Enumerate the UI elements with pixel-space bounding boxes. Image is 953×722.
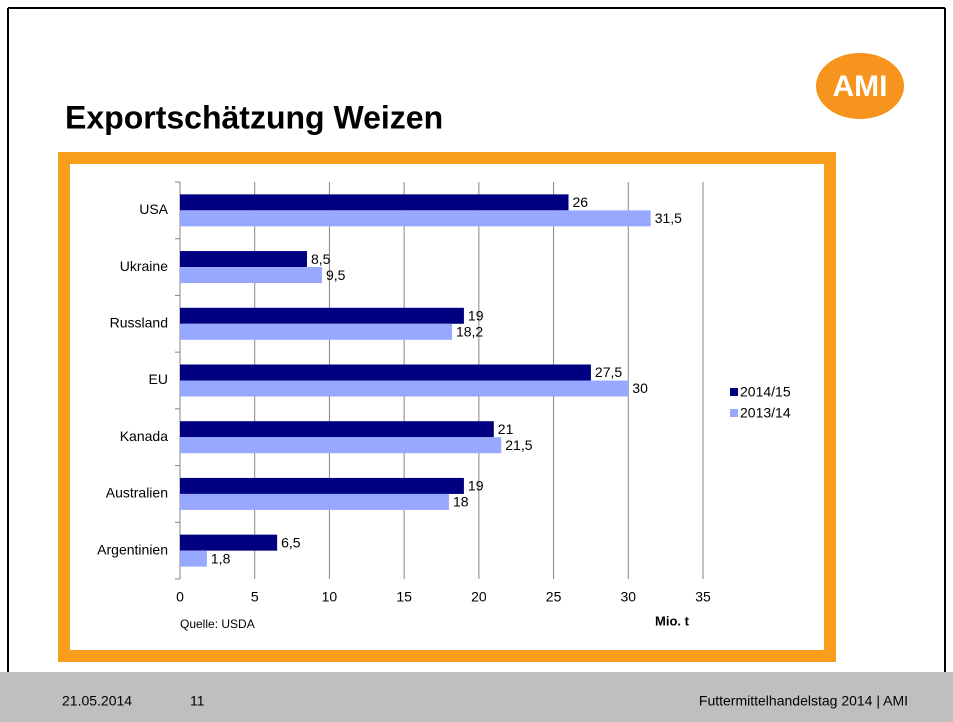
bar: [180, 307, 464, 324]
data-label: 9,5: [326, 267, 346, 283]
bar: [180, 421, 494, 438]
footer-page: 11: [190, 693, 205, 709]
x-axis-label: Mio. t: [655, 613, 690, 628]
x-tick-label: 15: [396, 589, 412, 605]
y-tick-label: Australien: [106, 485, 168, 501]
bar: [180, 380, 629, 397]
data-label: 21: [498, 421, 514, 437]
data-label: 18: [453, 494, 469, 510]
x-tick-label: 30: [620, 589, 636, 605]
x-tick-label: 35: [695, 589, 711, 605]
slide-title: Exportschätzung Weizen: [65, 99, 443, 135]
bar: [180, 534, 278, 551]
y-tick-label: Argentinien: [97, 541, 168, 557]
bar: [180, 364, 591, 381]
y-tick-label: Russland: [110, 314, 168, 330]
bar: [180, 194, 569, 211]
y-tick-label: USA: [139, 201, 168, 217]
y-tick-label: Ukraine: [120, 258, 168, 274]
legend-swatch: [730, 409, 738, 417]
data-label: 19: [468, 478, 484, 494]
data-label: 27,5: [595, 364, 622, 380]
data-label: 6,5: [281, 534, 301, 550]
x-tick-label: 20: [471, 589, 487, 605]
footer-text: Futtermittelhandelstag 2014 | AMI: [699, 693, 908, 709]
y-tick-label: Kanada: [120, 428, 168, 444]
source-note: Quelle: USDA: [180, 617, 255, 631]
x-tick-label: 0: [176, 589, 184, 605]
bar: [180, 210, 651, 227]
legend-label: 2014/15: [740, 384, 791, 400]
y-tick-label: EU: [149, 371, 168, 387]
data-label: 31,5: [655, 210, 682, 226]
x-tick-label: 5: [251, 589, 259, 605]
chart-frame: [58, 152, 836, 662]
bar: [180, 323, 452, 340]
legend-swatch: [730, 388, 738, 396]
footer-date: 21.05.2014: [62, 693, 132, 709]
bar: [180, 477, 464, 494]
bar: [180, 267, 322, 284]
bar: [180, 437, 502, 454]
bar: [180, 493, 449, 510]
data-label: 1,8: [211, 550, 231, 566]
data-label: 26: [573, 194, 589, 210]
data-label: 18,2: [456, 323, 483, 339]
x-tick-label: 25: [546, 589, 562, 605]
footer-band: [0, 672, 953, 722]
x-tick-label: 10: [322, 589, 338, 605]
bar: [180, 550, 207, 567]
data-label: 19: [468, 307, 484, 323]
data-label: 30: [632, 380, 648, 396]
data-label: 8,5: [311, 251, 331, 267]
logo: [816, 53, 904, 119]
logo-text: AMI: [833, 70, 888, 103]
legend-label: 2013/14: [740, 405, 791, 421]
data-label: 21,5: [505, 437, 532, 453]
bar: [180, 251, 308, 268]
